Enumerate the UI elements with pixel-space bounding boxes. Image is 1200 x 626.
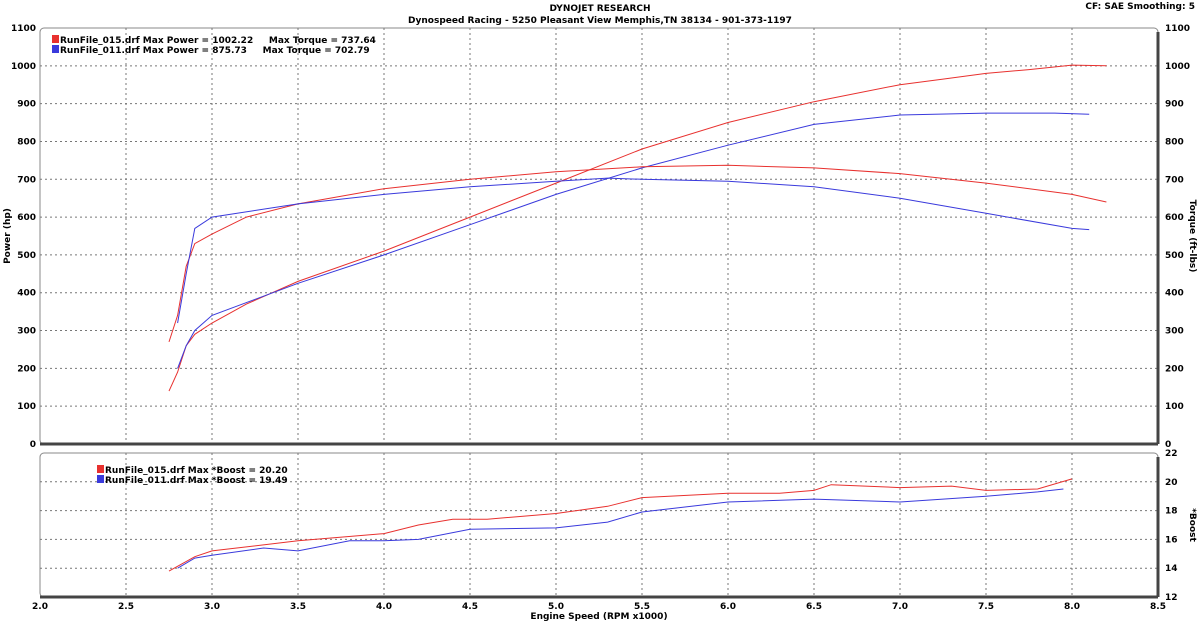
x-tick-label: 3.0 bbox=[204, 602, 220, 612]
y-tick-label: 1100 bbox=[11, 24, 36, 34]
legend-boost-swatch-015 bbox=[97, 465, 104, 473]
legend-swatch-011 bbox=[52, 45, 59, 53]
series-torque-runfile_011 bbox=[177, 177, 1090, 324]
x-tick-label: 7.0 bbox=[892, 602, 908, 612]
y2-tick-label: 14 bbox=[1165, 564, 1178, 574]
x-axis-label: Engine Speed (RPM x1000) bbox=[530, 612, 667, 622]
legend-power-011: RunFile_011.drf Max Power = 875.73 Max T… bbox=[60, 46, 370, 56]
y2-tick-label: 200 bbox=[1165, 364, 1184, 374]
y2-tick-label: 100 bbox=[1165, 402, 1184, 412]
y-tick-label: 700 bbox=[17, 175, 36, 185]
x-tick-label: 6.0 bbox=[720, 602, 736, 612]
grid-layer bbox=[40, 28, 1158, 597]
legend-boost-011: RunFile_011.drf Max *Boost = 19.49 bbox=[105, 476, 288, 486]
y-tick-label: 100 bbox=[17, 402, 36, 412]
series-boost-runfile_015 bbox=[168, 478, 1073, 572]
y2-tick-label: 600 bbox=[1165, 213, 1184, 223]
y2-axis-label-boost: *Boost bbox=[1187, 508, 1197, 542]
header-settings: CF: SAE Smoothing: 5 bbox=[1085, 2, 1195, 12]
header-subtitle: Dynospeed Racing - 5250 Pleasant View Me… bbox=[408, 16, 792, 26]
y2-tick-label: 700 bbox=[1165, 175, 1184, 185]
y2-tick-label: 500 bbox=[1165, 251, 1184, 261]
series-power-runfile_011 bbox=[177, 112, 1090, 369]
y-tick-label: 200 bbox=[17, 364, 36, 374]
y2-tick-label: 1100 bbox=[1165, 24, 1190, 34]
x-tick-label: 6.5 bbox=[806, 602, 822, 612]
y2-tick-label: 400 bbox=[1165, 289, 1184, 299]
x-tick-label: 2.0 bbox=[32, 602, 48, 612]
y-tick-label: 500 bbox=[17, 251, 36, 261]
legend-boost-015: RunFile_015.drf Max *Boost = 20.20 bbox=[105, 466, 288, 476]
x-tick-label: 7.5 bbox=[978, 602, 994, 612]
legend-boost-swatch-011 bbox=[97, 475, 104, 483]
y-tick-label: 800 bbox=[17, 137, 36, 147]
y2-tick-label: 800 bbox=[1165, 137, 1184, 147]
y2-tick-label: 0 bbox=[1165, 440, 1171, 450]
y-tick-label: 0 bbox=[30, 440, 36, 450]
y2-tick-label: 300 bbox=[1165, 327, 1184, 337]
series-torque-runfile_015 bbox=[168, 164, 1107, 343]
y2-tick-label: 22 bbox=[1165, 449, 1178, 459]
series-boost-runfile_011 bbox=[177, 488, 1064, 569]
x-tick-label: 5.0 bbox=[548, 602, 564, 612]
y-tick-label: 600 bbox=[17, 213, 36, 223]
x-tick-label: 4.5 bbox=[462, 602, 478, 612]
x-tick-label: 8.5 bbox=[1150, 602, 1166, 612]
legend-power-015: RunFile_015.drf Max Power = 1002.22 Max … bbox=[60, 36, 376, 46]
y2-tick-label: 16 bbox=[1165, 535, 1178, 545]
y-axis-label-power: Power (hp) bbox=[3, 208, 13, 264]
x-tick-label: 8.0 bbox=[1064, 602, 1080, 612]
y2-tick-label: 1000 bbox=[1165, 62, 1190, 72]
y2-tick-label: 900 bbox=[1165, 100, 1184, 110]
y2-axis-label-torque: Torque (ft-lbs) bbox=[1187, 200, 1197, 273]
y-tick-label: 1000 bbox=[11, 62, 36, 72]
y2-tick-label: 18 bbox=[1165, 507, 1178, 517]
x-tick-label: 2.5 bbox=[118, 602, 134, 612]
lines-layer bbox=[168, 64, 1107, 572]
x-tick-label: 4.0 bbox=[376, 602, 392, 612]
header-title: DYNOJET RESEARCH bbox=[549, 4, 650, 14]
y-tick-label: 900 bbox=[17, 100, 36, 110]
y2-tick-label: 20 bbox=[1165, 478, 1178, 488]
series-power-runfile_015 bbox=[168, 64, 1107, 392]
y-tick-label: 400 bbox=[17, 289, 36, 299]
ticks-layer: 0 0 100 100 200 200 300 300 400 400 500 500 600 600 70… bbox=[11, 24, 1190, 612]
y-tick-label: 300 bbox=[17, 327, 36, 337]
x-tick-label: 5.5 bbox=[634, 602, 650, 612]
legend-swatch-015 bbox=[52, 35, 59, 43]
x-tick-label: 3.5 bbox=[290, 602, 306, 612]
y2-tick-label: 12 bbox=[1165, 593, 1178, 603]
